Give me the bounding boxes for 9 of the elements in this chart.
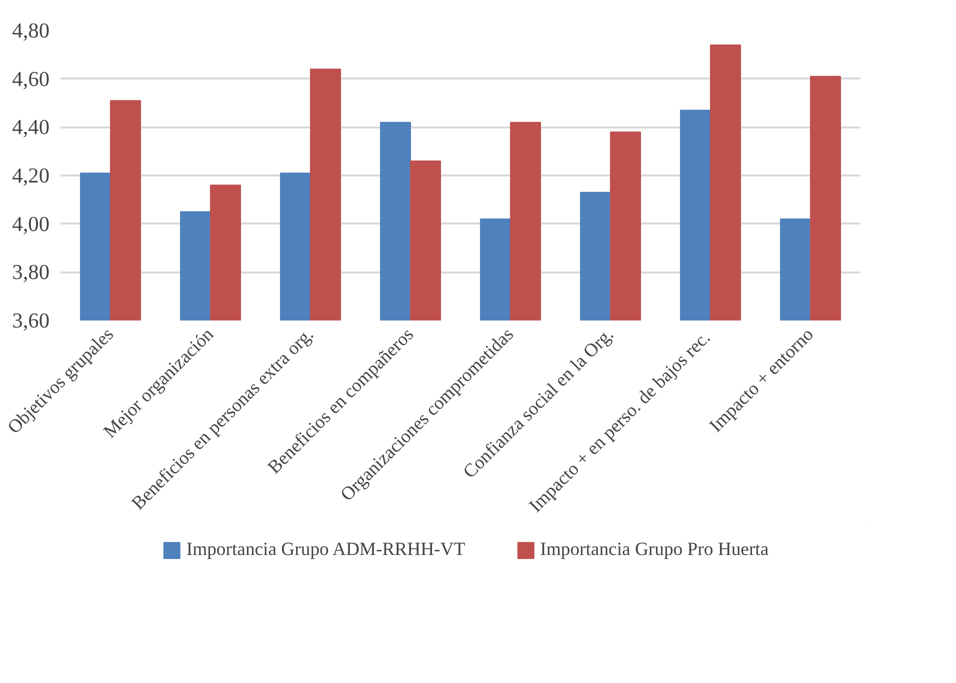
y-tick-label: 4,80 xyxy=(12,18,50,42)
y-tick-label: 4,00 xyxy=(12,212,50,236)
y-tick-label: 4,20 xyxy=(12,164,50,188)
y-tick-label: 4,60 xyxy=(12,66,50,91)
legend-label: Importancia Grupo ADM-RRHH-VT xyxy=(186,538,466,560)
y-tick-label: 4,40 xyxy=(12,115,50,140)
y-tick-label: 3,80 xyxy=(12,260,50,284)
y-tick-label: 3,60 xyxy=(12,308,50,332)
legend-label: Importancia Grupo Pro Huerta xyxy=(540,538,769,560)
